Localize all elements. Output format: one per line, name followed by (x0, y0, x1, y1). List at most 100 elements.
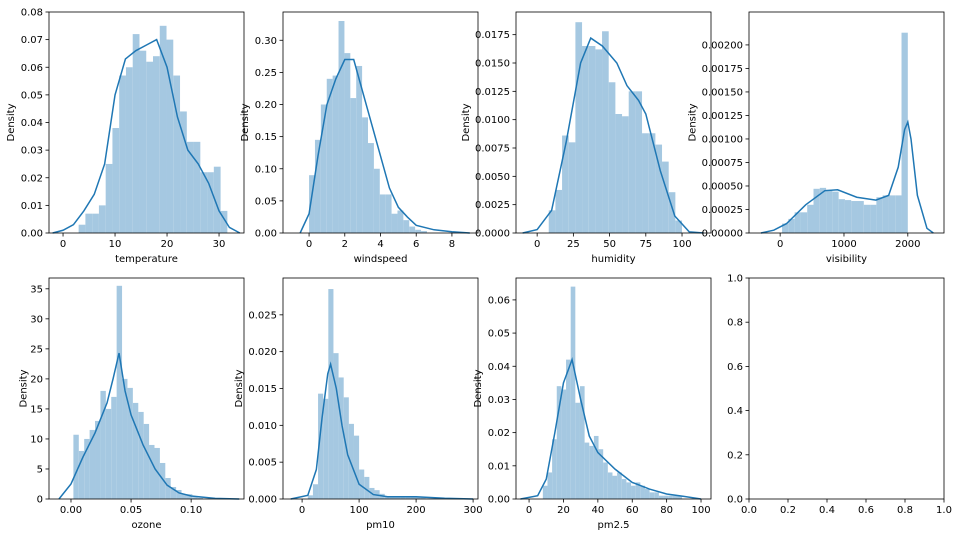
histogram-bar (105, 408, 112, 499)
axes-frame (748, 11, 945, 234)
histogram-bar (323, 398, 329, 499)
y-axis-label: Density (6, 103, 17, 141)
histogram-bar (344, 53, 351, 234)
subplot: 0.0 0.2 0.4 0.6 0.8 1.0 0.0 0.2 0.4 0.6 0.8 1.0 (727, 274, 952, 517)
histogram-bar (421, 231, 427, 233)
x-tick-label: 20 (557, 505, 570, 516)
histogram-bar (159, 25, 167, 233)
histogram-bar (584, 442, 590, 499)
y-axis-label: Density (234, 369, 245, 407)
histogram-bar (851, 201, 858, 233)
histogram-bar (658, 495, 664, 499)
x-tick-label: 100 (350, 505, 369, 516)
y-tick-label: 0.00150 (702, 87, 743, 98)
histogram-bar (314, 139, 321, 233)
histogram-bar (794, 212, 801, 233)
histogram-bar (566, 359, 571, 499)
histogram-bar (677, 495, 683, 499)
histogram-bar (85, 213, 93, 233)
y-tick-label: 0.025 (248, 310, 277, 321)
subplot: 0 20 40 60 80 100 0.00 0.01 0.02 0.03 0.04 0.05 0.06… (473, 277, 712, 531)
x-tick-label: 0.2 (780, 505, 796, 516)
x-tick-label: 0 (526, 505, 532, 516)
histogram-bar (379, 194, 386, 233)
y-tick-label: 0.10 (255, 164, 277, 175)
histogram-bar (617, 472, 622, 499)
x-tick-label: 0.00 (60, 505, 82, 516)
x-tick-label: 1.0 (936, 505, 952, 516)
x-tick-label: 0 (60, 239, 66, 250)
y-tick-label: 0.20 (255, 100, 277, 111)
histogram-bar (385, 194, 392, 233)
y-tick-label: 0.000 (248, 495, 277, 506)
y-axis-label: Density (19, 369, 30, 407)
x-tick-label: 0.05 (120, 505, 142, 516)
y-tick-label: 0.0075 (475, 144, 510, 155)
y-tick-label: 0.0100 (475, 115, 510, 126)
histogram-bar (555, 189, 563, 233)
histogram-bar (112, 128, 120, 233)
histogram-bar (391, 213, 398, 233)
y-tick-label: 1.0 (727, 274, 743, 285)
histogram-bar (832, 191, 839, 233)
subplot: 0 1000 2000 0.00000 0.00025 0.00050 0.00075 0.0… (688, 11, 945, 265)
x-axis-label: pm2.5 (598, 520, 630, 531)
y-tick-label: 15 (30, 404, 43, 415)
histogram-bar (125, 67, 133, 233)
histogram-bar (675, 220, 683, 233)
histogram-bar (186, 141, 194, 233)
subplot: 0 25 50 75 100 0.0000 0.0025 0.0050 0.0075 0.0100… (461, 11, 712, 265)
y-tick-label: 0.03 (21, 146, 43, 157)
histogram-bar (602, 31, 609, 234)
subplot: 0.00 0.05 0.10 0 5 10 15 20 25 30 35 ozone Density (19, 277, 245, 531)
y-axis-label: Density (473, 369, 484, 407)
histogram-bar (132, 34, 140, 233)
y-tick-label: 0.020 (248, 347, 277, 358)
x-tick-label: 0.4 (819, 505, 835, 516)
histogram-bar (220, 210, 228, 233)
y-tick-label: 0.07 (21, 35, 43, 46)
histogram-bar (95, 420, 101, 499)
x-tick-label: 0 (306, 239, 312, 250)
histogram-bar (838, 199, 845, 233)
histogram-bar (542, 485, 548, 499)
histogram-bar (207, 172, 214, 233)
histogram-bar (176, 489, 182, 499)
y-tick-label: 0.03 (488, 395, 510, 406)
y-tick-label: 0.02 (488, 428, 510, 439)
histogram-bar (116, 285, 123, 499)
histogram-bar (180, 111, 187, 233)
histogram-bar (788, 218, 795, 233)
x-tick-label: 50 (603, 239, 616, 250)
kde-line (760, 119, 934, 234)
histogram-bar (603, 462, 608, 499)
y-tick-label: 0.06 (488, 295, 510, 306)
histogram-bar (166, 39, 174, 233)
x-tick-label: 1000 (831, 239, 856, 250)
x-tick-label: 0 (777, 239, 783, 250)
y-tick-label: 0.2 (727, 450, 743, 461)
x-tick-label: 25 (567, 239, 580, 250)
axes-frame (515, 277, 712, 500)
histogram-bar (410, 496, 416, 499)
histogram-bar (328, 289, 334, 499)
histogram-bar (397, 210, 404, 233)
histogram-bar (170, 486, 177, 499)
histogram-bar (309, 175, 315, 233)
x-axis-label: ozone (132, 520, 162, 531)
histogram-bar (595, 49, 603, 234)
x-tick-label: 60 (626, 505, 639, 516)
histogram-bar (575, 402, 580, 499)
histogram-bar (333, 353, 339, 499)
histogram-bar (320, 104, 327, 233)
histogram-bar (146, 61, 153, 233)
y-tick-label: 35 (30, 284, 43, 295)
histogram-bar (312, 484, 319, 499)
histogram-bar (192, 497, 198, 499)
y-tick-label: 0.0050 (475, 172, 510, 183)
histogram-bar (364, 476, 370, 499)
y-tick-label: 0.00075 (702, 158, 743, 169)
histogram-bar (826, 189, 833, 233)
histogram-bar (640, 485, 645, 499)
histogram-bar (668, 495, 673, 499)
